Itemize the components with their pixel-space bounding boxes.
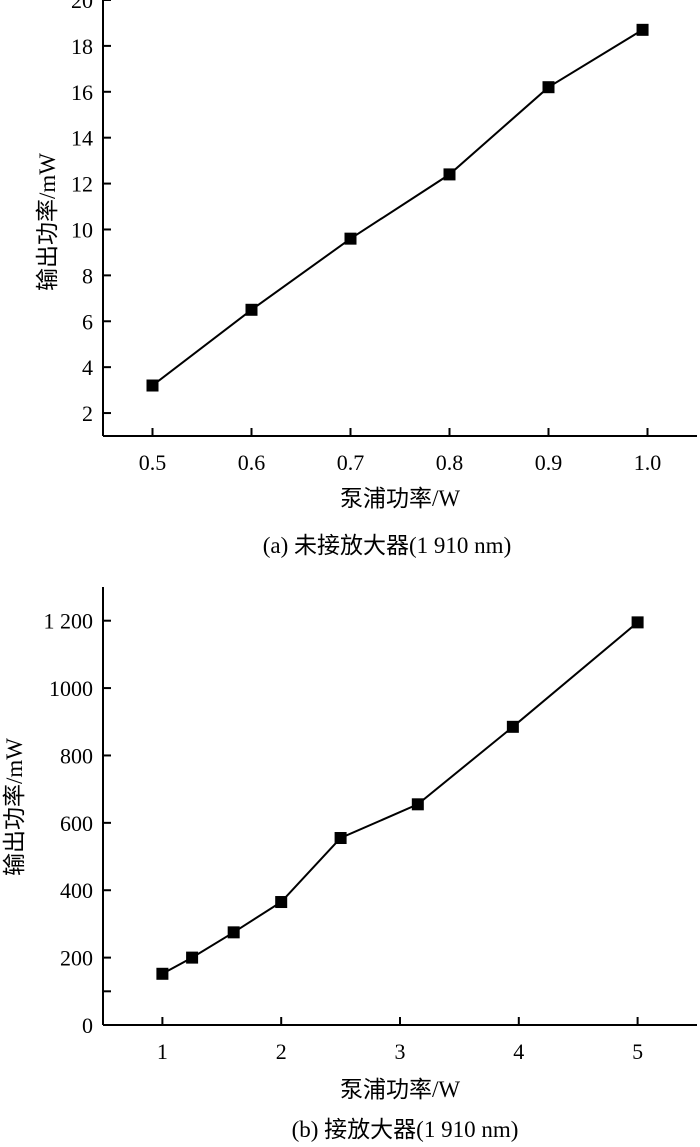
- chart-b-data-point: [227, 926, 240, 939]
- chart-b-x-tick-label: 5: [632, 1039, 643, 1064]
- chart-b-x-tick-label: 4: [513, 1039, 524, 1064]
- chart-b-data-point: [156, 967, 169, 980]
- chart-a-data-point: [636, 23, 649, 36]
- chart-a-x-tick-label: 0.5: [139, 450, 167, 475]
- chart-b-x-axis-label: 泵浦功率/W: [340, 1077, 460, 1102]
- chart-b-x-tick-label: 2: [276, 1039, 287, 1064]
- chart-b-y-tick-label: 800: [60, 743, 93, 768]
- chart-a-y-tick-label: 6: [82, 309, 93, 334]
- chart-a-data-point: [542, 81, 555, 94]
- chart-b-data-point: [275, 896, 288, 909]
- chart-b-y-tick-label: 1000: [49, 676, 93, 701]
- chart-a-y-tick-label: 2: [82, 401, 93, 426]
- chart-a-x-tick-label: 0.7: [337, 450, 365, 475]
- chart-a-data-point: [146, 379, 159, 392]
- chart-a-x-tick-label: 0.8: [436, 450, 464, 475]
- chart-b-data-point: [631, 616, 644, 629]
- chart-a-y-tick-label: 4: [82, 355, 93, 380]
- chart-b-y-tick-label: 1 200: [44, 609, 94, 634]
- chart-b-x-tick-label: 3: [395, 1039, 406, 1064]
- chart-b-data-point: [506, 720, 519, 733]
- chart-b-series: [156, 616, 644, 980]
- chart-a-x-axis-label: 泵浦功率/W: [340, 486, 460, 511]
- chart-a-x-tick-label: 0.6: [238, 450, 266, 475]
- chart-a-y-ticks: 2 4 6 8 10 12 14 16 18 20: [71, 0, 111, 426]
- chart-b-y-tick-label: 0: [82, 1013, 93, 1038]
- chart-a-data-point: [443, 168, 456, 181]
- chart-a-data-point: [245, 303, 258, 316]
- chart-b-data-point: [186, 951, 199, 964]
- chart-a-series: [146, 23, 649, 392]
- chart-b-y-tick-label: 400: [60, 878, 93, 903]
- chart-b-data-point: [334, 832, 347, 845]
- chart-b-series-line: [161, 621, 639, 975]
- chart-a-plot-area: [103, 0, 697, 436]
- chart-b-data-point: [411, 798, 424, 811]
- chart-b: 0 200 400 600 800 1000 1 200 1 2 3 4 5 泵浦功率/W (b) …: [2, 587, 697, 1142]
- chart-b-y-tick-label: 600: [60, 811, 93, 836]
- chart-a-axes: [102, 0, 697, 437]
- chart-a-y-axis-label: 输出功率/mW: [35, 153, 60, 291]
- chart-b-y-axis-label: 输出功率/mW: [2, 738, 27, 876]
- chart-a-series-line: [151, 28, 644, 387]
- chart-a-y-tick-label: 12: [71, 172, 93, 197]
- chart-b-y-ticks: 0 200 400 600 800 1000 1 200: [44, 609, 111, 1038]
- chart-a-y-tick-label: 20: [71, 0, 93, 13]
- chart-a-y-tick-label: 8: [82, 263, 93, 288]
- chart-b-y-tick-label: 200: [60, 946, 93, 971]
- chart-b-caption: (b) 接放大器(1 910 nm): [292, 1117, 519, 1142]
- chart-a-data-point: [344, 232, 357, 245]
- chart-a-caption: (a) 未接放大器(1 910 nm): [263, 533, 512, 558]
- chart-a-x-ticks: 0.5 0.6 0.7 0.8 0.9 1.0: [139, 428, 662, 475]
- chart-a-y-tick-label: 16: [71, 80, 93, 105]
- chart-a-y-tick-label: 14: [71, 126, 93, 151]
- chart-a-y-tick-label: 18: [71, 34, 93, 59]
- chart-a-y-tick-label: 10: [71, 217, 93, 242]
- chart-a-x-tick-label: 1.0: [634, 450, 662, 475]
- chart-b-x-ticks: 1 2 3 4 5: [157, 1017, 643, 1064]
- chart-a: 2 4 6 8 10 12 14 16 18 20 0.5 0.6 0.7 0.8 0.9 1.0 泵浦功率…: [35, 0, 697, 558]
- chart-a-x-tick-label: 0.9: [535, 450, 563, 475]
- chart-b-x-tick-label: 1: [157, 1039, 168, 1064]
